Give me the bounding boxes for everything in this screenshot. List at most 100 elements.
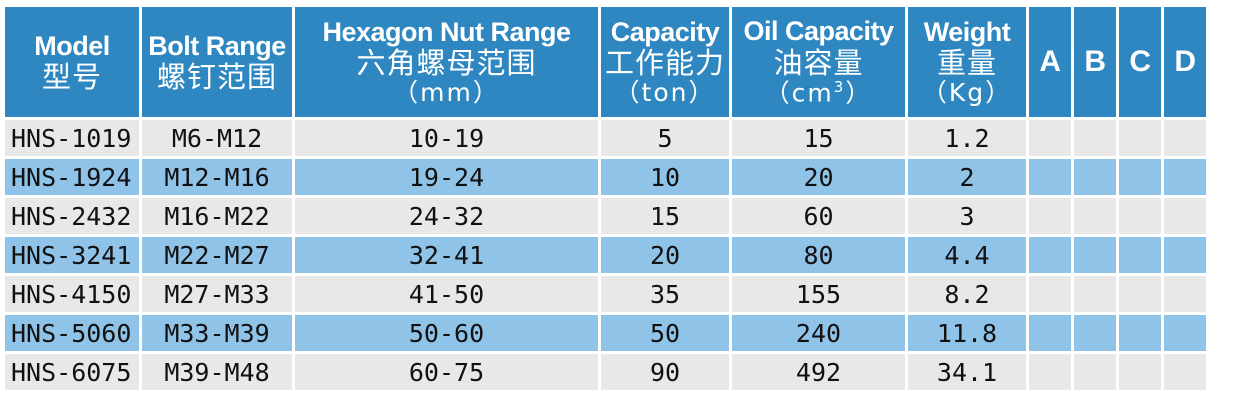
table-row: HNS-3241 M22-M27 32-41 20 80 4.4	[5, 237, 1206, 273]
cell-c	[1119, 159, 1161, 195]
cell-weight: 2	[908, 159, 1026, 195]
cell-nut: 19-24	[295, 159, 598, 195]
cell-nut: 32-41	[295, 237, 598, 273]
cell-weight: 8.2	[908, 276, 1026, 312]
cell-oil: 80	[732, 237, 905, 273]
header-oil-capacity-unit: （cm3）	[732, 79, 905, 107]
unit-end: ）	[845, 78, 873, 108]
cell-b	[1074, 276, 1116, 312]
table-row: HNS-5060 M33-M39 50-60 50 240 11.8	[5, 315, 1206, 351]
cell-model: HNS-5060	[5, 315, 139, 351]
cell-a	[1029, 120, 1071, 156]
cell-capacity: 20	[601, 237, 729, 273]
header-weight-en: Weight	[923, 16, 1011, 47]
cell-capacity: 10	[601, 159, 729, 195]
spec-table: Model 型号 Bolt Range 螺钉范围 Hexagon Nut Ran…	[2, 4, 1209, 393]
header-b: B	[1074, 7, 1116, 117]
cell-a	[1029, 315, 1071, 351]
header-c-label: C	[1129, 45, 1151, 79]
header-capacity-unit: （ton）	[614, 78, 716, 108]
cell-d	[1164, 276, 1206, 312]
cell-bolt: M6-M12	[142, 120, 292, 156]
cell-d	[1164, 237, 1206, 273]
cell-capacity: 50	[601, 315, 729, 351]
cell-model: HNS-1924	[5, 159, 139, 195]
unit-base: （cm	[764, 78, 834, 108]
cell-a	[1029, 198, 1071, 234]
cell-a	[1029, 237, 1071, 273]
cell-d	[1164, 198, 1206, 234]
cell-b	[1074, 159, 1116, 195]
header-nut-range-unit: （mm）	[393, 78, 500, 108]
table-body: HNS-1019 M6-M12 10-19 5 15 1.2 HNS-1924 M12-M16…	[5, 120, 1206, 390]
table-row: HNS-6075 M39-M48 60-75 90 492 34.1	[5, 354, 1206, 390]
cell-b	[1074, 354, 1116, 390]
cell-weight: 11.8	[908, 315, 1026, 351]
header-d: D	[1164, 7, 1206, 117]
header-model-zh: 型号	[41, 59, 102, 94]
cell-oil: 155	[732, 276, 905, 312]
cell-nut: 10-19	[295, 120, 598, 156]
cell-d	[1164, 315, 1206, 351]
cell-c	[1119, 120, 1161, 156]
header-model-en: Model	[34, 30, 110, 61]
cell-model: HNS-4150	[5, 276, 139, 312]
header-bolt-range-zh: 螺钉范围	[156, 59, 277, 94]
header-model: Model 型号	[5, 7, 139, 117]
cell-b	[1074, 198, 1116, 234]
header-bolt-range: Bolt Range 螺钉范围	[142, 7, 292, 117]
cell-oil: 15	[732, 120, 905, 156]
cell-nut: 50-60	[295, 315, 598, 351]
cell-bolt: M16-M22	[142, 198, 292, 234]
cell-oil: 240	[732, 315, 905, 351]
header-d-label: D	[1174, 45, 1196, 79]
header-weight-zh: 重量	[936, 45, 997, 80]
table-row: HNS-1924 M12-M16 19-24 10 20 2	[5, 159, 1206, 195]
cell-nut: 24-32	[295, 198, 598, 234]
cell-a	[1029, 159, 1071, 195]
cell-weight: 3	[908, 198, 1026, 234]
cell-weight: 34.1	[908, 354, 1026, 390]
header-capacity-en: Capacity	[610, 16, 720, 47]
unit-superscript: 3	[833, 78, 846, 97]
cell-bolt: M33-M39	[142, 315, 292, 351]
cell-oil: 60	[732, 198, 905, 234]
cell-capacity: 35	[601, 276, 729, 312]
cell-d	[1164, 120, 1206, 156]
header-oil-capacity-en: Oil Capacity	[743, 16, 894, 47]
cell-model: HNS-2432	[5, 198, 139, 234]
header-a-label: A	[1039, 45, 1061, 79]
cell-weight: 4.4	[908, 237, 1026, 273]
cell-bolt: M22-M27	[142, 237, 292, 273]
header-capacity: Capacity 工作能力 （ton）	[601, 7, 729, 117]
cell-c	[1119, 237, 1161, 273]
cell-capacity: 15	[601, 198, 729, 234]
cell-nut: 60-75	[295, 354, 598, 390]
cell-bolt: M39-M48	[142, 354, 292, 390]
cell-c	[1119, 315, 1161, 351]
table-row: HNS-4150 M27-M33 41-50 35 155 8.2	[5, 276, 1206, 312]
cell-model: HNS-3241	[5, 237, 139, 273]
header-a: A	[1029, 7, 1071, 117]
cell-a	[1029, 276, 1071, 312]
cell-bolt: M27-M33	[142, 276, 292, 312]
cell-oil: 20	[732, 159, 905, 195]
cell-a	[1029, 354, 1071, 390]
cell-b	[1074, 120, 1116, 156]
cell-capacity: 5	[601, 120, 729, 156]
cell-model: HNS-1019	[5, 120, 139, 156]
header-row: Model 型号 Bolt Range 螺钉范围 Hexagon Nut Ran…	[5, 7, 1206, 117]
cell-b	[1074, 237, 1116, 273]
cell-bolt: M12-M16	[142, 159, 292, 195]
header-capacity-zh: 工作能力	[604, 45, 725, 80]
cell-b	[1074, 315, 1116, 351]
header-oil-capacity: Oil Capacity 油容量 （cm3）	[732, 7, 905, 117]
header-b-label: B	[1084, 45, 1106, 79]
header-weight-unit: （Kg）	[921, 78, 1013, 108]
cell-capacity: 90	[601, 354, 729, 390]
cell-d	[1164, 159, 1206, 195]
header-nut-range-en: Hexagon Nut Range	[322, 16, 571, 47]
table-row: HNS-1019 M6-M12 10-19 5 15 1.2	[5, 120, 1206, 156]
cell-nut: 41-50	[295, 276, 598, 312]
cell-d	[1164, 354, 1206, 390]
